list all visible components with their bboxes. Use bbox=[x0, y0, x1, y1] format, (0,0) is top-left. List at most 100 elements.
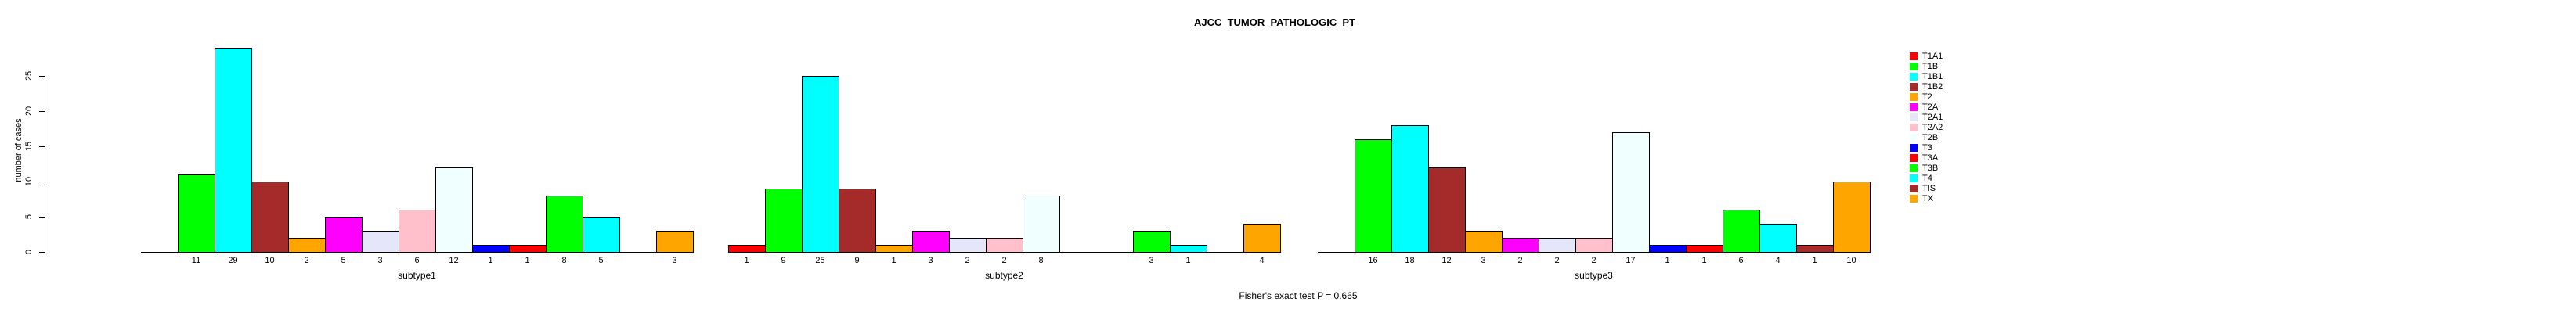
y-tick-mark bbox=[39, 111, 45, 112]
bar-value-label: 5 bbox=[341, 256, 346, 265]
bar-subtype3-T4 bbox=[1759, 224, 1797, 253]
bar-value-label: 1 bbox=[1665, 256, 1670, 265]
legend-swatch-T1B1 bbox=[1910, 73, 1918, 81]
bar-value-label: 2 bbox=[304, 256, 309, 265]
bar-value-label: 4 bbox=[1775, 256, 1780, 265]
legend-swatch-T2 bbox=[1910, 93, 1918, 101]
bar-subtype1-T3 bbox=[472, 245, 510, 253]
bar-value-label: 1 bbox=[1185, 256, 1191, 265]
bar-value-label: 2 bbox=[1001, 256, 1007, 265]
legend-label-T2A1: T2A1 bbox=[1922, 113, 1943, 122]
bar-value-label: 2 bbox=[1591, 256, 1596, 265]
bar-value-label: 29 bbox=[228, 256, 238, 265]
legend-label-T3: T3 bbox=[1922, 143, 1932, 153]
legend-label-T1A1: T1A1 bbox=[1922, 52, 1943, 61]
bar-value-label: 9 bbox=[854, 256, 860, 265]
bar-value-label: 3 bbox=[928, 256, 933, 265]
legend-swatch-T2A1 bbox=[1910, 113, 1918, 121]
bar-subtype1-T4 bbox=[583, 217, 620, 253]
bar-subtype2-T1B bbox=[765, 189, 803, 253]
bar-subtype3-T3B bbox=[1723, 210, 1760, 253]
bar-value-label: 3 bbox=[1149, 256, 1154, 265]
legend-swatch-T3 bbox=[1910, 144, 1918, 152]
bar-subtype2-T2A1 bbox=[949, 238, 987, 253]
bar-value-label: 1 bbox=[1812, 256, 1817, 265]
legend-swatch-T1B2 bbox=[1910, 83, 1918, 91]
chart-title: AJCC_TUMOR_PATHOLOGIC_PT bbox=[1193, 16, 1356, 28]
legend-label-T1B1: T1B1 bbox=[1922, 72, 1943, 81]
bar-value-label: 6 bbox=[414, 256, 420, 265]
bar-subtype2-T4 bbox=[1170, 245, 1207, 253]
bar-subtype1-T2A bbox=[325, 217, 363, 253]
bar-subtype2-TX bbox=[1243, 224, 1281, 253]
bar-value-label: 2 bbox=[965, 256, 970, 265]
bar-value-label: 2 bbox=[1554, 256, 1560, 265]
legend-swatch-T3A bbox=[1910, 154, 1918, 162]
bar-subtype3-TX bbox=[1833, 182, 1871, 253]
y-tick-mark bbox=[39, 76, 45, 77]
legend-label-T1B2: T1B2 bbox=[1922, 82, 1943, 92]
bar-value-label: 1 bbox=[1701, 256, 1707, 265]
bar-value-label: 12 bbox=[1441, 256, 1452, 265]
y-tick-label: 15 bbox=[24, 141, 34, 152]
bar-subtype3-T2A bbox=[1502, 238, 1539, 253]
bar-value-label: 10 bbox=[1846, 256, 1856, 265]
bar-subtype1-T3B bbox=[546, 196, 583, 253]
bar-subtype3-T3 bbox=[1649, 245, 1687, 253]
bar-value-label: 1 bbox=[744, 256, 749, 265]
bar-value-label: 1 bbox=[525, 256, 530, 265]
y-tick-label: 25 bbox=[24, 70, 34, 81]
bar-value-label: 17 bbox=[1625, 256, 1636, 265]
y-tick-label: 20 bbox=[24, 106, 34, 117]
y-tick-label: 0 bbox=[24, 249, 34, 255]
legend-swatch-T2A2 bbox=[1910, 124, 1918, 131]
y-tick-mark bbox=[39, 217, 45, 218]
bar-value-label: 10 bbox=[265, 256, 275, 265]
bar-value-label: 5 bbox=[598, 256, 604, 265]
legend-swatch-T3B bbox=[1910, 164, 1918, 172]
legend-label-T2B: T2B bbox=[1922, 133, 1939, 142]
legend-swatch-T2B bbox=[1910, 134, 1918, 142]
bar-subtype2-T2 bbox=[875, 245, 913, 253]
group-label-subtype3: subtype3 bbox=[1575, 270, 1613, 281]
bar-subtype3-T2B bbox=[1612, 132, 1650, 253]
y-tick-mark bbox=[39, 252, 45, 253]
bar-value-label: 8 bbox=[1038, 256, 1044, 265]
bar-subtype2-T1A1 bbox=[728, 245, 766, 253]
y-tick-label: 10 bbox=[24, 176, 34, 187]
bar-value-label: 4 bbox=[1259, 256, 1265, 265]
legend-swatch-TX bbox=[1910, 195, 1918, 203]
bar-value-label: 12 bbox=[449, 256, 459, 265]
bar-value-label: 3 bbox=[1481, 256, 1486, 265]
bar-value-label: 11 bbox=[191, 256, 201, 265]
legend-label-T1B: T1B bbox=[1922, 62, 1939, 71]
fisher-test-footnote: Fisher's exact test P = 0.665 bbox=[1239, 290, 1358, 301]
y-tick-mark bbox=[39, 146, 45, 147]
legend-label-T3A: T3A bbox=[1922, 153, 1939, 163]
legend-label-T2A: T2A bbox=[1922, 103, 1939, 112]
bar-subtype1-T2A1 bbox=[362, 231, 399, 253]
group-label-subtype2: subtype2 bbox=[985, 270, 1023, 281]
bar-subtype3-T1B bbox=[1355, 139, 1392, 253]
bar-value-label: 1 bbox=[488, 256, 493, 265]
bar-subtype3-T2A2 bbox=[1575, 238, 1613, 253]
bar-subtype2-T3B bbox=[1133, 231, 1171, 253]
legend-label-T2: T2 bbox=[1922, 92, 1932, 102]
bar-value-label: 3 bbox=[377, 256, 383, 265]
legend-label-T4: T4 bbox=[1922, 174, 1932, 183]
bar-subtype1-T1B2 bbox=[251, 182, 289, 253]
bar-value-label: 3 bbox=[672, 256, 677, 265]
bar-subtype3-T2A1 bbox=[1539, 238, 1576, 253]
legend-label-TIS: TIS bbox=[1922, 184, 1936, 193]
bar-subtype3-T1B2 bbox=[1428, 167, 1466, 253]
bar-subtype3-T1B1 bbox=[1391, 125, 1429, 253]
bar-subtype1-T1B1 bbox=[215, 48, 252, 253]
bar-subtype3-T3A bbox=[1686, 245, 1723, 253]
bar-subtype2-T2A2 bbox=[986, 238, 1023, 253]
legend-swatch-T4 bbox=[1910, 174, 1918, 182]
bar-subtype1-T1B bbox=[178, 174, 215, 253]
bar-subtype1-T3A bbox=[509, 245, 547, 253]
group-label-subtype1: subtype1 bbox=[398, 270, 436, 281]
legend-swatch-T2A bbox=[1910, 103, 1918, 111]
